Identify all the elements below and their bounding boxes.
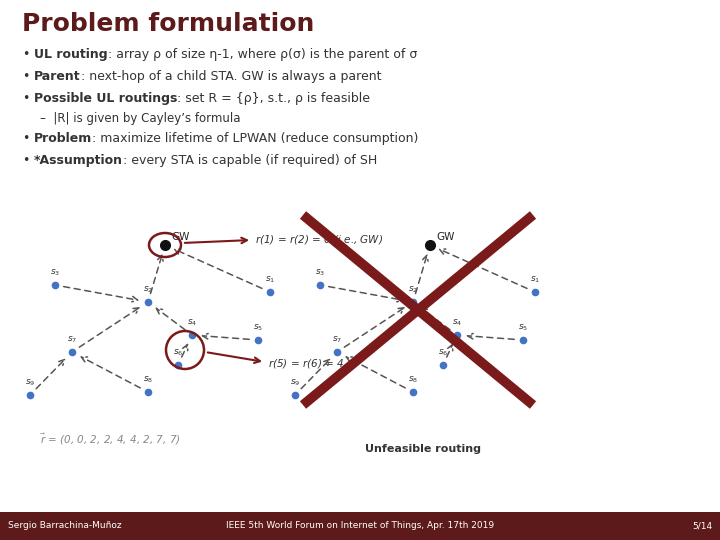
- Text: $s_2$: $s_2$: [143, 285, 153, 295]
- Text: $s_5$: $s_5$: [253, 322, 263, 333]
- Text: $s_8$: $s_8$: [143, 375, 153, 385]
- Text: $s_7$: $s_7$: [67, 334, 77, 345]
- Text: $s_8$: $s_8$: [408, 375, 418, 385]
- Text: –  |R| is given by Cayley’s formula: – |R| is given by Cayley’s formula: [40, 112, 240, 125]
- Text: $s_4$: $s_4$: [452, 318, 462, 328]
- Text: 5/14: 5/14: [692, 522, 712, 530]
- Text: $s_1$: $s_1$: [265, 274, 275, 285]
- Text: $s_1$: $s_1$: [530, 274, 540, 285]
- Text: $s_2$: $s_2$: [408, 285, 418, 295]
- Bar: [0, 512, 720, 540]
- Text: •: •: [22, 92, 30, 105]
- Text: $s_3$: $s_3$: [50, 267, 60, 278]
- Text: Possible UL routings: Possible UL routings: [34, 92, 177, 105]
- Text: •: •: [22, 154, 30, 167]
- Text: $s_4$: $s_4$: [186, 318, 197, 328]
- Text: $s_9$: $s_9$: [290, 377, 300, 388]
- Text: GW: GW: [436, 232, 454, 242]
- Text: $s_5$: $s_5$: [518, 322, 528, 333]
- Text: $s_3$: $s_3$: [315, 267, 325, 278]
- Text: Unfeasible routing: Unfeasible routing: [365, 444, 481, 454]
- Text: : every STA is capable (if required) of SH: : every STA is capable (if required) of …: [123, 154, 377, 167]
- Text: *Assumption: *Assumption: [34, 154, 123, 167]
- Text: $s_6$: $s_6$: [173, 348, 183, 358]
- Text: GW: GW: [171, 232, 189, 242]
- Text: $\vec{r}$ = (0, 0, 2, 2, 4, 4, 2, 7, 7): $\vec{r}$ = (0, 0, 2, 2, 4, 4, 2, 7, 7): [40, 432, 181, 448]
- Text: $r$(5) = $r$(6) = 4: $r$(5) = $r$(6) = 4: [268, 357, 344, 370]
- Text: Problem formulation: Problem formulation: [22, 12, 315, 36]
- Text: UL routing: UL routing: [34, 48, 107, 61]
- Text: •: •: [22, 132, 30, 145]
- Text: $s_6$: $s_6$: [438, 348, 449, 358]
- Text: Parent: Parent: [34, 70, 81, 83]
- Text: •: •: [22, 48, 30, 61]
- Text: : maximize lifetime of LPWAN (reduce consumption): : maximize lifetime of LPWAN (reduce con…: [92, 132, 418, 145]
- Text: Problem: Problem: [34, 132, 92, 145]
- Text: $s_9$: $s_9$: [25, 377, 35, 388]
- Text: : array ρ of size η‑1, where ρ(σ) is the parent of σ: : array ρ of size η‑1, where ρ(σ) is the…: [107, 48, 417, 61]
- Text: $r$(1) = $r$(2) = 0 (i.e., GW): $r$(1) = $r$(2) = 0 (i.e., GW): [255, 233, 383, 246]
- Text: : set R = {ρ}, s.t., ρ is feasible: : set R = {ρ}, s.t., ρ is feasible: [177, 92, 370, 105]
- Text: : next-hop of a child STA. GW is always a parent: : next-hop of a child STA. GW is always …: [81, 70, 381, 83]
- Text: Sergio Barrachina-Muñoz: Sergio Barrachina-Muñoz: [8, 522, 122, 530]
- Text: $s_7$: $s_7$: [332, 334, 342, 345]
- Text: •: •: [22, 70, 30, 83]
- Text: IEEE 5th World Forum on Internet of Things, Apr. 17th 2019: IEEE 5th World Forum on Internet of Thin…: [226, 522, 494, 530]
